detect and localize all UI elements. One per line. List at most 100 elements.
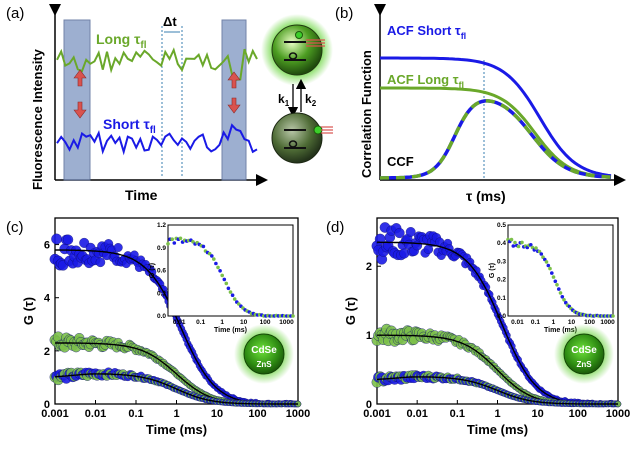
ccf-curve-green: [379, 99, 612, 180]
inset-data-point: [222, 277, 227, 282]
data-point: [394, 227, 405, 239]
x-tick-label: 100: [248, 408, 266, 420]
y-tick-label: 2: [44, 346, 50, 358]
inset-data-point: [224, 281, 229, 286]
burst-band-1: [63, 19, 91, 181]
panel-b-x-label: τ (ms): [466, 188, 506, 204]
inset-x-tick-label: 10: [568, 319, 576, 326]
quantum-dot-shell-label: ZnS: [576, 360, 592, 369]
acf-short-label: ACF Short τfl: [387, 23, 466, 41]
inset-y-tick-label: 0.5: [497, 222, 506, 229]
inset-data-point: [178, 236, 183, 241]
inset-x-tick-label: 1: [220, 319, 224, 326]
panel-a-label: (a): [6, 5, 24, 22]
inset-data-point: [557, 287, 561, 291]
inset-data-point: [511, 244, 516, 248]
inset-x-tick-label: 100: [260, 319, 271, 326]
inset-data-point: [555, 283, 559, 287]
inset-y-tick-label: 0.1: [497, 295, 506, 302]
x-tick-label: 0.001: [41, 408, 69, 420]
inset-y-tick-label: 1.2: [157, 222, 166, 229]
inset-data-point: [611, 314, 615, 318]
inset-data-point: [548, 266, 552, 271]
x-tick-label: 0.01: [406, 408, 427, 420]
panel-c: (c) 0.001 0.01 0.1 1 10 100 1000 0 2 4 6 Time (ms) G…: [6, 217, 310, 437]
inset-y-tick-label: 0.3: [157, 290, 166, 297]
inset-data-point: [539, 252, 544, 256]
inset-data-point: [562, 298, 566, 302]
inset-x-tick-label: 0.1: [196, 319, 205, 326]
x-axis-label: Time (ms): [146, 422, 207, 437]
x-tick-label: 0.1: [128, 408, 143, 420]
y-axis-label: G (τ): [343, 297, 358, 325]
inset-data-point: [220, 273, 224, 278]
inset-data-point: [516, 244, 521, 249]
inset-data-point: [529, 243, 533, 247]
data-point: [95, 257, 106, 268]
short-lifetime-trace: [56, 123, 258, 156]
k1-label: k1: [278, 92, 290, 108]
quantum-dot-shell-label: ZnS: [256, 360, 272, 369]
inset-data-point: [546, 263, 551, 268]
x-tick-label: 0.1: [450, 408, 465, 420]
inset-data-point: [212, 257, 216, 261]
panel-c-label: (c): [6, 219, 24, 236]
inset-x-label: Time (ms): [214, 327, 247, 334]
ccf-curve-blue: [379, 99, 612, 180]
data-point: [113, 242, 123, 252]
data-point: [405, 226, 416, 237]
inset-data-point: [201, 244, 206, 249]
x-tick-label: 10: [532, 408, 544, 420]
inset-data-point: [216, 265, 220, 270]
panel-a-y-label: Fluorescence Intensity: [30, 48, 45, 190]
inset-data-point: [232, 297, 237, 301]
inset-data-point: [228, 290, 233, 294]
panel-b-label: (b): [335, 5, 353, 22]
y-tick-label: 0: [366, 399, 372, 411]
data-point: [62, 234, 74, 245]
inset-data-point: [172, 241, 177, 245]
y-tick-label: 1: [366, 330, 372, 342]
y-axis-label: G (τ): [21, 297, 36, 325]
inset-y-tick-label: 0.9: [157, 245, 166, 252]
inset-y-label: G (τ): [489, 263, 496, 278]
y-tick-label: 0: [44, 399, 50, 411]
inset-y-label: G (τ): [149, 263, 156, 278]
inset-y-tick-label: 0.0: [497, 313, 506, 320]
x-tick-label: 0.01: [85, 408, 106, 420]
inset-y-tick-label: 0.3: [497, 258, 506, 265]
inset-data-point: [226, 286, 231, 291]
inset-data-point: [520, 240, 524, 245]
data-point: [51, 233, 62, 245]
panel-b-y-label: Correlation Function: [359, 50, 374, 178]
inset-data-point: [230, 293, 235, 298]
inset-data-point: [537, 249, 542, 254]
inset-x-tick-label: 0.01: [173, 319, 186, 326]
dt-label: Δt: [163, 14, 177, 29]
acf-short-curve: [380, 56, 612, 178]
y-tick-label: 6: [44, 240, 50, 252]
quantum-dot-core-label: CdSe: [571, 345, 597, 356]
inset-x-tick-label: 1: [552, 319, 556, 326]
inset-x-tick-label: 0.1: [531, 319, 540, 326]
short-label: Short τfl: [103, 116, 156, 136]
inset-x-tick-label: 1000: [279, 319, 294, 326]
quantum-dot-icon: [243, 333, 285, 375]
bright-state-sphere: [261, 14, 333, 86]
quantum-dot-core-label: CdSe: [251, 345, 277, 356]
x-tick-label: 1000: [606, 408, 630, 420]
inset-data-point: [509, 237, 514, 242]
switch-arrow-2: [227, 71, 241, 114]
inset-data-point: [214, 261, 218, 266]
inset-data-point: [291, 314, 295, 318]
inset-frame: [167, 224, 294, 317]
y-tick-label: 4: [44, 293, 51, 305]
x-tick-label: 10: [211, 408, 223, 420]
fit-curve: [54, 373, 298, 405]
panel-a: (a) Fluorescence Intensity Time Δt Long …: [6, 4, 333, 203]
x-tick-label: 100: [569, 408, 587, 420]
panel-d-label: (d): [326, 219, 344, 236]
inset-data-point: [513, 240, 517, 245]
